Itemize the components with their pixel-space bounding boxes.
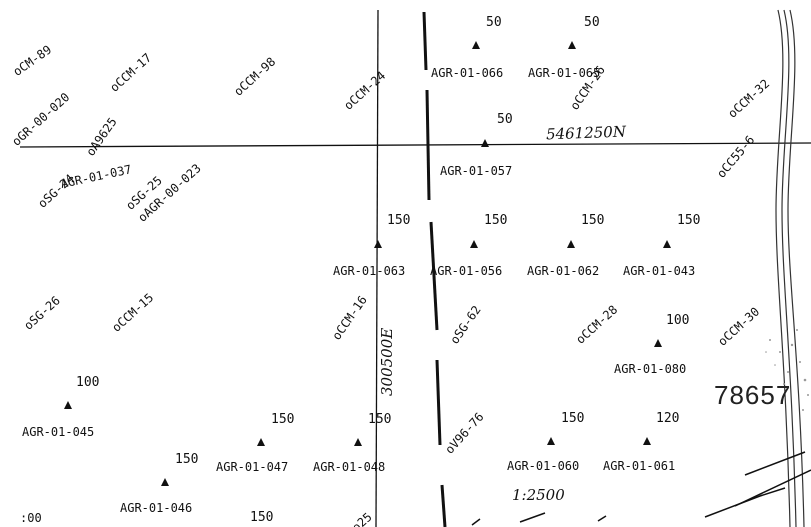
sample-marker-icon[interactable] bbox=[257, 438, 265, 446]
sample-marker-icon[interactable] bbox=[472, 41, 480, 49]
easting-gridline bbox=[375, 9, 379, 527]
sample-marker-icon[interactable] bbox=[374, 240, 382, 248]
northing-gridline bbox=[19, 142, 811, 148]
sample-depth: :00 bbox=[20, 511, 42, 525]
stipple-texture bbox=[765, 329, 809, 411]
sample-marker-icon[interactable] bbox=[643, 437, 651, 445]
sample-id: AGR-01-056 bbox=[430, 264, 503, 278]
sample-depth: 100 bbox=[76, 375, 100, 390]
sample-depth: 120 bbox=[656, 411, 680, 426]
sample-depth: 50 bbox=[584, 15, 600, 30]
road-line bbox=[775, 9, 805, 527]
sample-marker-icon[interactable] bbox=[568, 41, 576, 49]
sample-id: AGR-01-063 bbox=[333, 264, 406, 278]
northing-label: 5461250N bbox=[545, 122, 627, 144]
fault-line bbox=[422, 11, 447, 527]
sample-marker-icon[interactable] bbox=[161, 478, 169, 486]
trail-line bbox=[471, 451, 811, 526]
sample-marker-icon[interactable] bbox=[470, 240, 478, 248]
sample-depth: 50 bbox=[497, 112, 513, 127]
sample-id: AGR-01-047 bbox=[216, 460, 289, 474]
sample-id: AGR-01-043 bbox=[623, 264, 696, 278]
sample-id: AGR-01-061 bbox=[603, 459, 676, 473]
sample-id: AGR-01-080 bbox=[614, 362, 687, 376]
sample-depth: 150 bbox=[250, 510, 274, 525]
sample-depth: 150 bbox=[387, 213, 411, 228]
sample-marker-icon[interactable] bbox=[354, 438, 362, 446]
sheet-number: 78657 bbox=[714, 380, 792, 410]
sample-depth: 150 bbox=[561, 411, 585, 426]
sample-marker-icon[interactable] bbox=[663, 240, 671, 248]
sample-depth: 50 bbox=[486, 15, 502, 30]
sample-depth: 150 bbox=[581, 213, 605, 228]
sample-id: AGR-01-065 bbox=[528, 66, 601, 80]
sample-depth: 100 bbox=[666, 313, 690, 328]
sample-id: AGR-01-048 bbox=[313, 460, 386, 474]
sample-id: AGR-01-045 bbox=[22, 425, 95, 439]
sample-marker-icon[interactable] bbox=[64, 401, 72, 409]
sample-depth: 150 bbox=[368, 412, 392, 427]
sample-marker-icon[interactable] bbox=[547, 437, 555, 445]
sample-depth: 150 bbox=[677, 213, 701, 228]
map-scale: 1:2500 bbox=[512, 486, 565, 504]
sample-depth: 150 bbox=[175, 452, 199, 467]
sample-marker-icon[interactable] bbox=[654, 339, 662, 347]
sample-marker-icon[interactable] bbox=[481, 139, 489, 147]
sample-depth: 150 bbox=[484, 213, 508, 228]
sample-id: AGR-01-046 bbox=[120, 501, 193, 515]
sample-id: AGR-01-062 bbox=[527, 264, 600, 278]
sample-depth: 150 bbox=[271, 412, 295, 427]
easting-label: 300500E bbox=[378, 327, 396, 396]
sample-id: AGR-01-057 bbox=[440, 164, 513, 178]
sample-marker-icon[interactable] bbox=[567, 240, 575, 248]
sample-id: AGR-01-066 bbox=[431, 66, 504, 80]
sample-id: AGR-01-060 bbox=[507, 459, 580, 473]
